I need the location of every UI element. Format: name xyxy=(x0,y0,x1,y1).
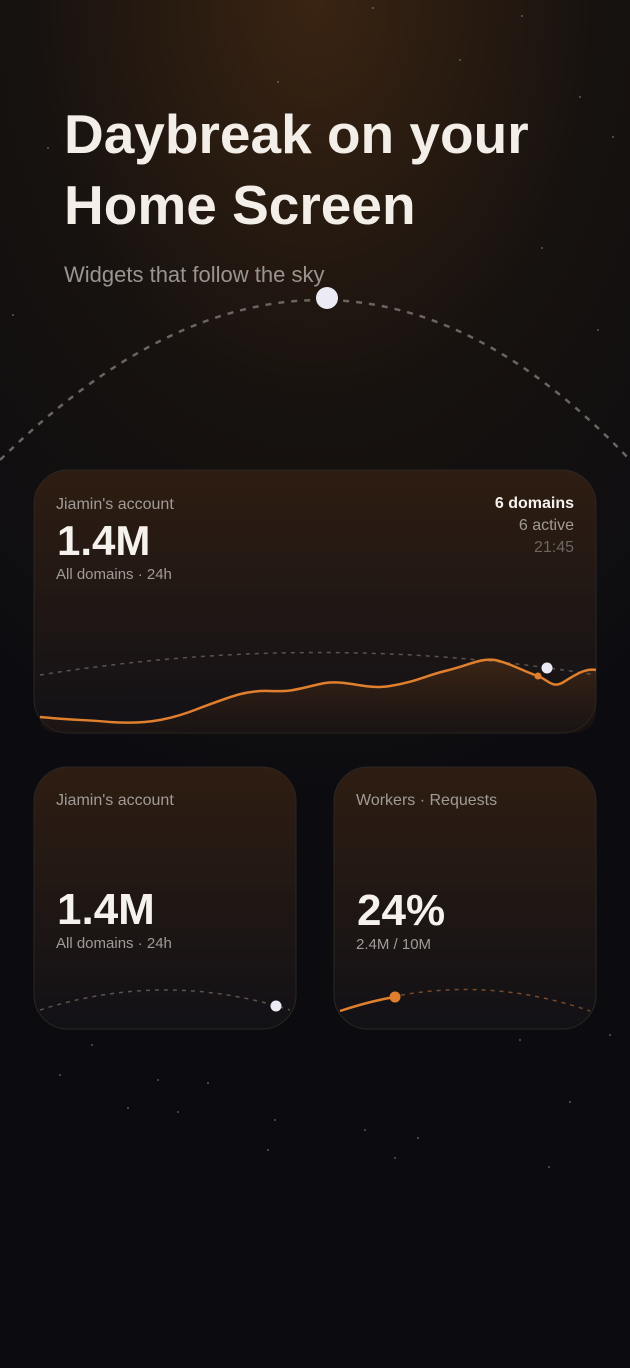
star xyxy=(117,223,119,225)
sun xyxy=(316,287,338,309)
value: 1.4M xyxy=(57,885,155,934)
star xyxy=(267,1149,269,1151)
star xyxy=(417,1137,419,1139)
star xyxy=(127,1107,129,1109)
widget-card xyxy=(33,766,297,1030)
sun xyxy=(270,1000,282,1012)
star xyxy=(91,1044,93,1046)
star xyxy=(12,314,14,316)
star xyxy=(274,1119,276,1121)
star xyxy=(569,1101,571,1103)
widget-large: Jiamin's account 1.4M All domains · 24h … xyxy=(33,469,597,734)
star xyxy=(372,7,374,9)
star xyxy=(277,81,279,83)
progress-track xyxy=(339,988,591,1012)
now-marker xyxy=(534,672,542,680)
account: Workers · Requests xyxy=(356,792,497,809)
account: Jiamin's account xyxy=(56,496,174,513)
caption: All domains · 24h xyxy=(56,935,172,952)
star xyxy=(59,1074,61,1076)
star xyxy=(177,1111,179,1113)
star xyxy=(597,329,599,331)
stars xyxy=(12,7,614,1168)
widget-card xyxy=(333,766,597,1030)
caption: All domains · 24h xyxy=(56,566,172,583)
sky-glow xyxy=(0,0,630,900)
star xyxy=(521,15,523,17)
star xyxy=(579,96,581,98)
star xyxy=(612,136,614,138)
star xyxy=(394,1157,396,1159)
caption: 2.4M / 10M xyxy=(356,936,431,953)
star xyxy=(541,247,543,249)
domains: 6 domains xyxy=(495,495,574,512)
subtitle: Widgets that follow the sky xyxy=(64,262,324,287)
star xyxy=(157,1079,159,1081)
star xyxy=(179,149,181,151)
sun-arc xyxy=(39,989,291,1011)
value: 1.4M xyxy=(57,517,150,564)
sun-arc xyxy=(39,651,597,676)
star xyxy=(548,1166,550,1168)
star xyxy=(609,1034,611,1036)
star xyxy=(207,1082,209,1084)
star xyxy=(459,59,461,61)
star xyxy=(519,1039,521,1041)
star xyxy=(364,1129,366,1131)
active: 6 active xyxy=(519,517,574,534)
star xyxy=(47,147,49,149)
title-line: Daybreak on your xyxy=(64,103,529,165)
chart-area xyxy=(40,659,596,733)
value: 24% xyxy=(357,886,445,935)
widget-small: Workers · Requests 24% 2.4M / 10M xyxy=(333,766,597,1030)
sun xyxy=(541,662,553,674)
title-line: Home Screen xyxy=(64,174,416,236)
time: 21:45 xyxy=(534,539,574,556)
account: Jiamin's account xyxy=(56,792,174,809)
widget-small: Jiamin's account 1.4M All domains · 24h xyxy=(33,766,297,1030)
progress-marker xyxy=(389,991,401,1003)
chart-line xyxy=(39,658,597,724)
